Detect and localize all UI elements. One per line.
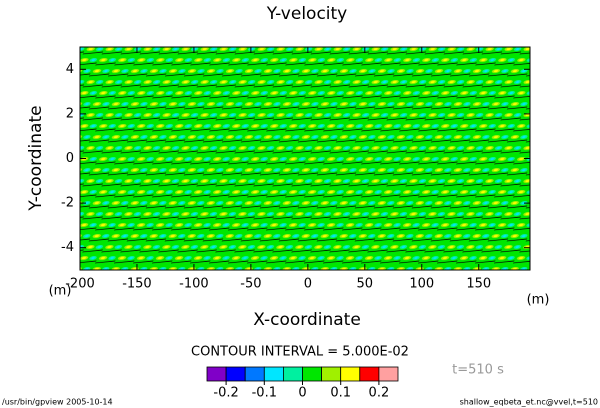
y-tick-label: -2 [61,196,74,211]
colorbar-box [359,366,380,382]
footer-left: /usr/bin/gpview 2005-10-14 [2,398,113,407]
footer-right: shallow_eqbeta_et.nc@vvel,t=510 [460,398,598,407]
x-tick-label: -100 [179,277,209,292]
y-tick-label: 0 [66,151,74,166]
colorbar-tick-label: -0.1 [252,386,277,401]
x-tick-label: 50 [357,277,374,292]
colorbar-box [321,366,342,382]
colorbar-box [225,366,246,382]
x-tick-label: 150 [466,277,491,292]
colorbar-tick-label: -0.2 [213,386,238,401]
x-tick-label: -150 [122,277,152,292]
colorbar-box [302,366,323,382]
contour-interval: CONTOUR INTERVAL = 5.000E-02 [191,345,409,360]
y-tick-label: 2 [66,106,74,121]
x-tick-label: 100 [409,277,434,292]
x-tick-label: -200 [65,277,95,292]
y-tick-label: -4 [61,240,74,255]
colorbar-box [206,366,227,382]
colorbar-box [282,366,303,382]
colorbar-box [378,366,399,382]
x-tick-label: -50 [240,277,261,292]
colorbar-tick-label: 0.2 [369,386,390,401]
y-axis-label: Y-coordinate [26,105,46,211]
colorbar-box [340,366,361,382]
time-label: t=510 s [452,363,504,378]
chart-title: Y-velocity [266,4,347,24]
x-unit: (m) [527,293,550,308]
contour-field [80,47,530,270]
colorbar-tick-label: 0.1 [330,386,351,401]
colorbar-tick-label: 0 [298,386,306,401]
y-unit: (m) [49,284,72,299]
y-tick-label: 4 [66,62,74,77]
colorbar-box [244,366,265,382]
x-tick-label: 0 [304,277,312,292]
x-axis-label: X-coordinate [253,310,361,330]
colorbar-box [263,366,284,382]
